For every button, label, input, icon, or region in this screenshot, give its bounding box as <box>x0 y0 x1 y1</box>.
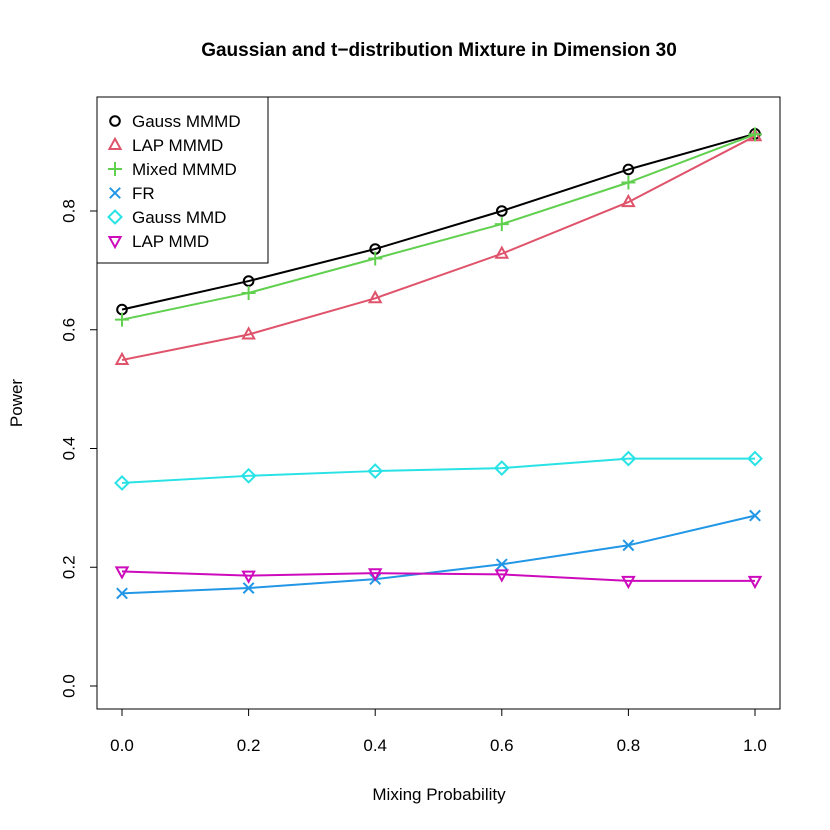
data-point <box>622 539 635 552</box>
series-line <box>121 132 756 311</box>
series-fr <box>116 509 761 600</box>
series-line <box>121 570 755 582</box>
legend-marker <box>107 136 123 150</box>
data-point <box>240 467 257 484</box>
data-point <box>114 566 130 580</box>
series-line <box>121 457 755 484</box>
x-tick-label: 0.8 <box>617 736 641 755</box>
y-axis: 0.0 0.2 0.4 0.6 0.8 <box>59 199 98 698</box>
data-point <box>747 450 763 467</box>
data-point <box>241 326 256 340</box>
series-gauss-mmd <box>114 450 763 491</box>
data-point <box>242 275 255 287</box>
legend-item: FR <box>109 184 155 203</box>
x-axis: 0.0 0.2 0.4 0.6 0.8 1.0 <box>110 708 767 755</box>
legend-marker <box>109 115 121 127</box>
y-tick-label: 0.6 <box>59 318 78 342</box>
x-tick-label: 0.4 <box>363 736 387 755</box>
data-point <box>747 575 763 590</box>
data-point <box>367 290 383 304</box>
data-point <box>494 569 510 583</box>
legend-box <box>96 96 269 264</box>
data-point <box>367 568 383 582</box>
x-tick-label: 0.6 <box>490 736 514 755</box>
series-mixed-mmmd <box>115 127 762 327</box>
legend-label: FR <box>132 184 155 203</box>
legend-marker <box>108 162 122 176</box>
data-point <box>368 251 383 266</box>
x-tick-label: 1.0 <box>743 736 767 755</box>
series-line <box>121 135 756 362</box>
data-point <box>367 463 384 479</box>
data-point <box>621 175 636 190</box>
data-point <box>494 245 510 259</box>
data-point <box>495 558 508 571</box>
legend-item: Gauss MMD <box>107 208 226 227</box>
data-point <box>242 582 255 594</box>
data-point <box>622 163 635 176</box>
y-tick-label: 0.8 <box>59 199 78 223</box>
data-point <box>748 127 762 142</box>
data-point <box>749 509 761 522</box>
data-point <box>620 450 637 467</box>
series-line <box>121 133 756 321</box>
legend-label: LAP MMMD <box>132 136 223 155</box>
data-point <box>114 351 130 366</box>
y-axis-label: Power <box>7 379 26 428</box>
data-point <box>493 460 510 477</box>
x-tick-label: 0.2 <box>237 736 261 755</box>
y-tick-label: 0.2 <box>59 555 78 579</box>
legend-item: LAP MMD <box>107 232 209 251</box>
x-tick-label: 0.0 <box>110 736 134 755</box>
x-axis-label: Mixing Probability <box>372 785 506 804</box>
legend-marker <box>107 236 123 250</box>
legend-marker <box>107 209 123 225</box>
data-point <box>621 575 636 590</box>
data-point <box>241 285 256 300</box>
data-point <box>114 475 130 491</box>
data-point <box>621 193 636 208</box>
legend-label: Mixed MMMD <box>132 160 237 179</box>
data-point <box>494 217 509 232</box>
legend-item: Mixed MMMD <box>108 160 237 179</box>
legend-item: LAP MMMD <box>107 136 223 155</box>
data-point <box>496 205 508 217</box>
series-line <box>121 514 756 595</box>
series-lap-mmd <box>114 566 763 590</box>
legend-label: Gauss MMMD <box>132 112 241 131</box>
data-point <box>116 587 128 600</box>
data-point <box>115 312 129 327</box>
data-point <box>241 570 256 584</box>
series-layer <box>114 127 763 600</box>
y-tick-label: 0.0 <box>59 674 78 698</box>
legend: Gauss MMMD LAP MMMD Mixed MMMD FR Gauss MMD L… <box>96 96 269 264</box>
legend-label: LAP MMD <box>132 232 209 251</box>
legend-item: Gauss MMMD <box>109 112 241 131</box>
legend-marker <box>109 187 121 199</box>
chart-title: Gaussian and t−distribution Mixture in D… <box>201 40 677 61</box>
legend-label: Gauss MMD <box>132 208 226 227</box>
y-tick-label: 0.4 <box>59 437 78 461</box>
